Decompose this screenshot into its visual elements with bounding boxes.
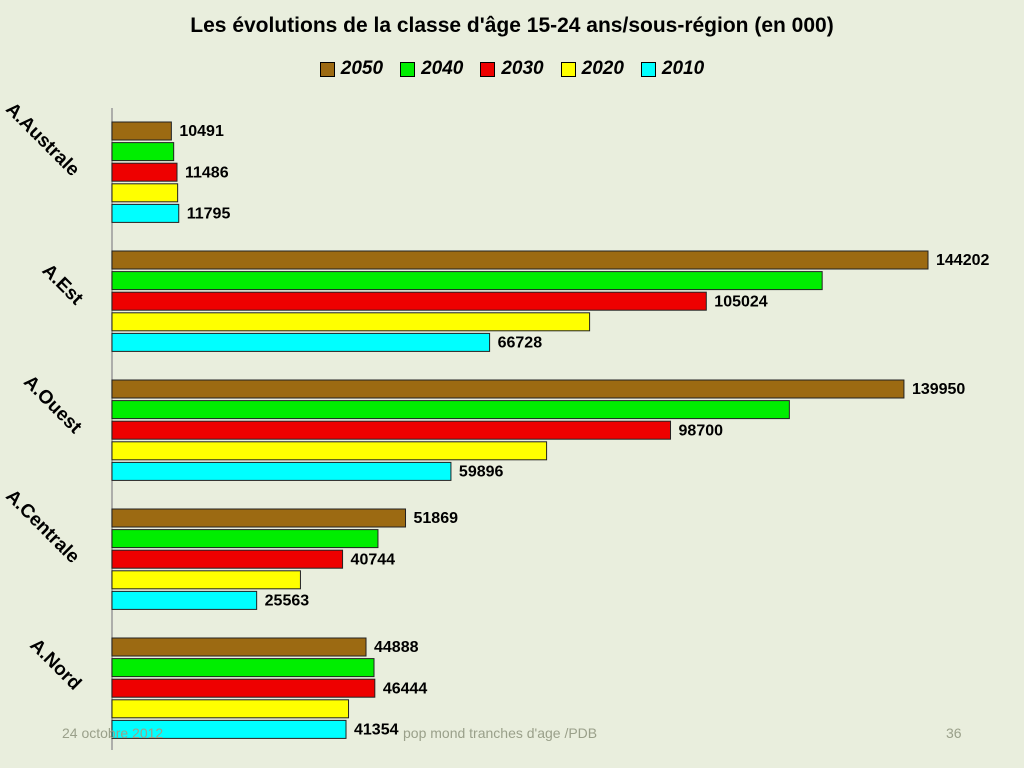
data-label: 44888 [374, 639, 419, 656]
data-label: 11795 [187, 206, 231, 223]
bar-2030 [111, 291, 707, 311]
bar-2020 [111, 699, 350, 719]
bar-2010 [111, 719, 347, 739]
legend-swatch-2050 [319, 61, 335, 77]
bar-2050 [111, 508, 407, 528]
bar-2010 [111, 461, 452, 481]
legend-label-2030: 2030 [501, 58, 544, 79]
data-label: 11486 [185, 164, 229, 181]
bar-2040 [111, 271, 823, 291]
legend-label-2020: 2020 [581, 58, 624, 79]
legend-swatch-2020 [560, 61, 576, 77]
chart-title: Les évolutions de la classe d'âge 15-24 … [190, 14, 834, 37]
data-label: 51869 [414, 510, 459, 527]
data-label: 105024 [714, 293, 767, 310]
legend-item-2030: 2030 [480, 58, 544, 80]
legend-item-2050: 2050 [319, 58, 384, 80]
legend-label-2010: 2010 [661, 58, 705, 79]
bar-2030 [111, 678, 376, 698]
legend-swatch-2030 [480, 61, 496, 77]
legend: 2050 2040 2030 2020 2010 [0, 58, 1024, 80]
legend-label-2050: 2050 [340, 58, 384, 79]
bar-2050 [111, 121, 172, 141]
bar-2020 [111, 312, 591, 332]
data-label: 25563 [265, 593, 310, 610]
bar-2050 [111, 379, 905, 399]
footer-center: pop mond tranches d'age /PDB [403, 725, 598, 741]
bar-2030 [111, 162, 178, 182]
bar-2050 [111, 250, 929, 270]
data-label: 41354 [354, 722, 399, 739]
legend-swatch-2040 [400, 61, 416, 77]
category-label: A.Australe [1, 99, 83, 181]
bar-2050 [111, 637, 367, 657]
data-label: 66728 [498, 335, 543, 352]
category-label: A.Est [38, 260, 88, 310]
legend-item-2010: 2010 [640, 58, 705, 80]
legend-swatch-2010 [640, 61, 656, 77]
data-label: 98700 [679, 422, 724, 439]
bar-2040 [111, 529, 379, 549]
bar-2020 [111, 183, 179, 203]
bar-2020 [111, 441, 548, 461]
legend-item-2020: 2020 [560, 58, 624, 80]
data-label: 144202 [936, 252, 989, 269]
category-label: A.Ouest [19, 371, 86, 438]
category-label: A.Nord [26, 635, 86, 695]
data-label: 139950 [912, 381, 965, 398]
bar-2030 [111, 420, 672, 440]
data-label: 40744 [351, 551, 396, 568]
bar-2020 [111, 570, 301, 590]
bar-2040 [111, 400, 790, 420]
legend-item-2040: 2040 [400, 58, 463, 80]
data-label: 10491 [179, 123, 224, 140]
legend-label-2040: 2040 [421, 58, 464, 79]
footer-page-number: 36 [946, 725, 962, 741]
data-label: 59896 [459, 464, 504, 481]
bar-2010 [111, 332, 491, 352]
bar-2010 [111, 203, 180, 223]
bar-2040 [111, 142, 175, 162]
category-label: A.Centrale [1, 486, 83, 568]
bar-2030 [111, 549, 344, 569]
data-label: 46444 [383, 680, 428, 697]
footer-date: 24 octobre 2012 [62, 725, 164, 741]
bar-2010 [111, 590, 258, 610]
bar-2040 [111, 658, 375, 678]
